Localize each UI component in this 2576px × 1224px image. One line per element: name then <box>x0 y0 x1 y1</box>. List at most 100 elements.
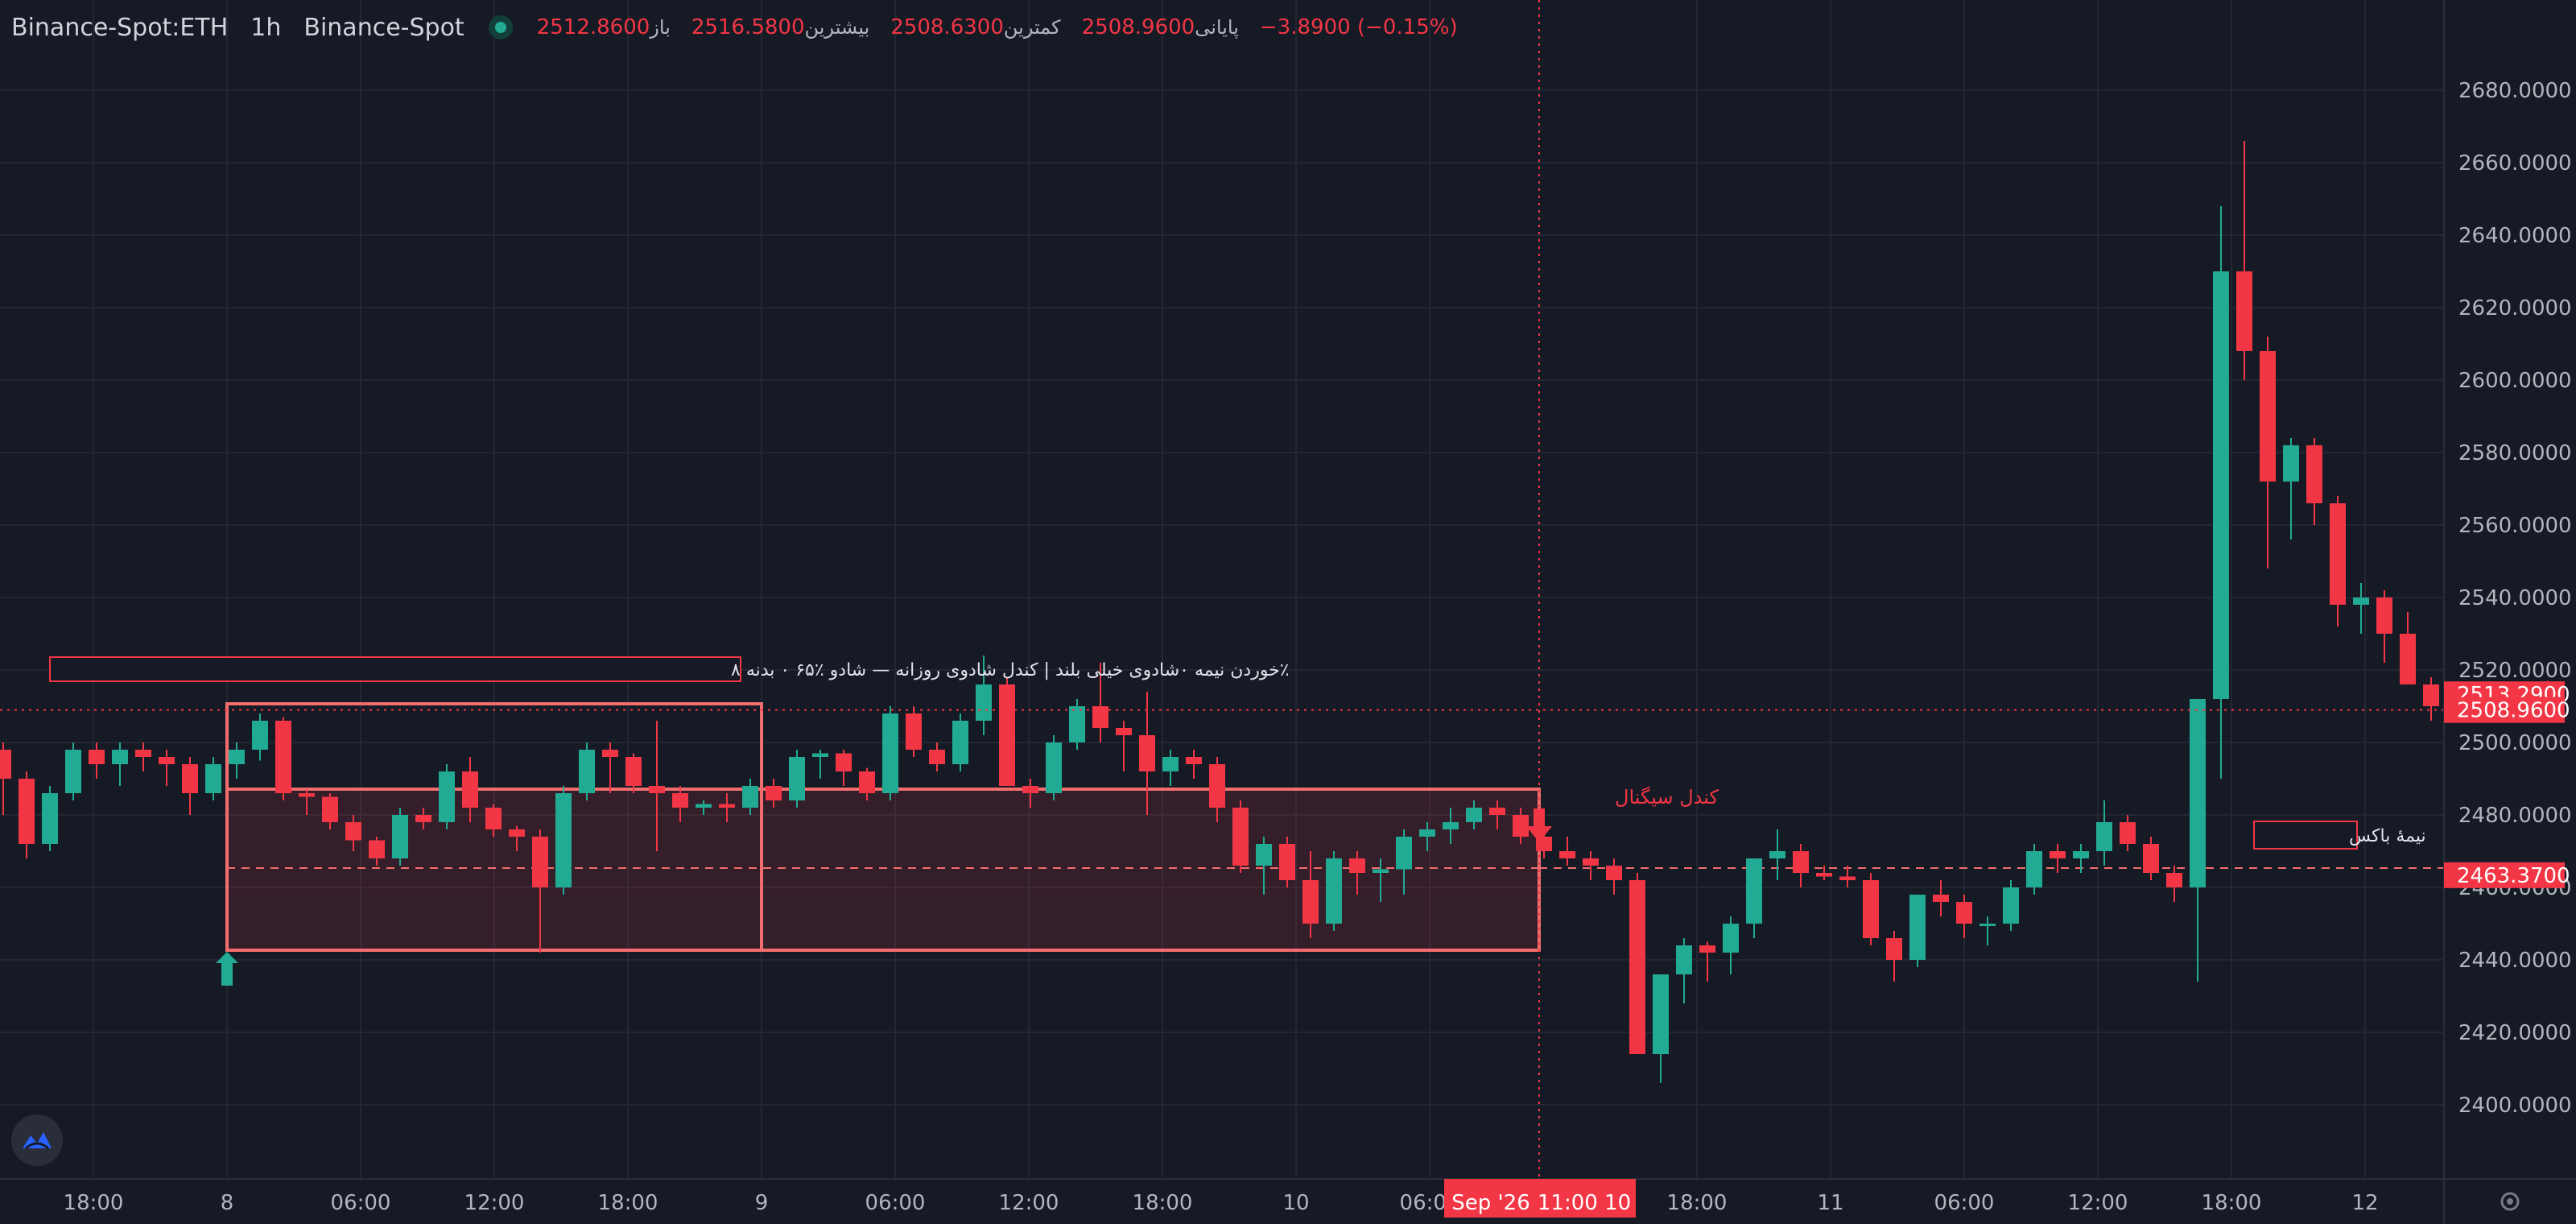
candle[interactable] <box>602 742 618 793</box>
candle[interactable] <box>1513 808 1529 844</box>
candle[interactable] <box>2423 677 2439 721</box>
candle[interactable] <box>1139 692 1155 815</box>
candle[interactable] <box>1022 779 1038 808</box>
candle[interactable] <box>1349 851 1365 895</box>
candle[interactable] <box>112 742 128 786</box>
symbol-label[interactable]: Binance-Spot:ETH <box>11 13 229 42</box>
candle[interactable] <box>205 757 221 800</box>
candle[interactable] <box>1559 837 1575 866</box>
candle[interactable] <box>1046 735 1062 800</box>
candle[interactable] <box>322 793 338 829</box>
brand-logo-icon[interactable] <box>11 1114 63 1166</box>
candle[interactable] <box>2260 337 2276 569</box>
candle[interactable] <box>1933 880 1949 916</box>
candle[interactable] <box>1279 837 1295 887</box>
candle[interactable] <box>1489 800 1505 829</box>
candle[interactable] <box>2120 815 2136 851</box>
candle[interactable] <box>1443 808 1459 844</box>
candle[interactable] <box>1956 895 1972 938</box>
candle[interactable] <box>1302 851 1319 938</box>
candle[interactable] <box>532 829 548 953</box>
candle[interactable] <box>509 825 525 852</box>
candle[interactable] <box>462 757 478 822</box>
candle[interactable] <box>1979 916 1996 945</box>
candle[interactable] <box>999 677 1015 786</box>
candle[interactable] <box>2330 496 2346 626</box>
candle[interactable] <box>2376 590 2392 663</box>
candle[interactable] <box>1699 941 1715 982</box>
candle[interactable] <box>812 750 828 779</box>
candle[interactable] <box>2143 837 2159 880</box>
candle[interactable] <box>42 786 58 851</box>
candle[interactable] <box>2306 438 2322 525</box>
candle[interactable] <box>1746 858 1762 938</box>
candle[interactable] <box>2400 612 2416 684</box>
candle[interactable] <box>65 742 81 800</box>
candle[interactable] <box>135 742 151 771</box>
candle[interactable] <box>1676 938 1692 1003</box>
candle[interactable] <box>1886 931 1902 982</box>
timeframe-label[interactable]: 1h <box>250 13 282 42</box>
candle[interactable] <box>1069 699 1085 750</box>
settings-gear-icon[interactable] <box>2500 1192 2520 1211</box>
candle[interactable] <box>836 750 852 786</box>
candle[interactable] <box>696 800 712 815</box>
candle[interactable] <box>1816 866 1832 880</box>
candle[interactable] <box>929 742 945 771</box>
candle[interactable] <box>1629 873 1645 1054</box>
candle[interactable] <box>625 753 642 794</box>
candle[interactable] <box>1326 851 1342 931</box>
candle[interactable] <box>2003 880 2019 931</box>
candle[interactable] <box>2236 141 2252 380</box>
candle[interactable] <box>555 786 572 895</box>
candle[interactable] <box>1466 800 1482 829</box>
candle[interactable] <box>1396 829 1412 895</box>
candle[interactable] <box>1162 750 1179 786</box>
candle[interactable] <box>882 706 898 800</box>
candle[interactable] <box>1419 822 1435 851</box>
candle[interactable] <box>906 706 922 757</box>
candle[interactable] <box>252 713 268 761</box>
candle[interactable] <box>89 742 105 779</box>
candle[interactable] <box>1909 895 1926 967</box>
candle[interactable] <box>2026 844 2042 895</box>
candle[interactable] <box>1723 916 1739 974</box>
candle[interactable] <box>345 815 361 851</box>
candle[interactable] <box>415 808 431 829</box>
candle[interactable] <box>766 779 782 808</box>
candle[interactable] <box>1209 757 1225 822</box>
candle[interactable] <box>275 717 291 801</box>
candle[interactable] <box>1793 844 1809 887</box>
candle[interactable] <box>859 767 875 801</box>
candle[interactable] <box>1116 721 1132 771</box>
candle[interactable] <box>952 713 968 771</box>
candle[interactable] <box>2190 699 2206 982</box>
candle[interactable] <box>229 742 245 779</box>
candle[interactable] <box>1583 851 1599 880</box>
candle[interactable] <box>1863 873 1879 945</box>
candle[interactable] <box>2213 206 2229 779</box>
candle[interactable] <box>182 757 198 815</box>
candle[interactable] <box>392 808 408 866</box>
candle[interactable] <box>439 764 455 829</box>
candle[interactable] <box>976 655 992 735</box>
candle[interactable] <box>2050 844 2066 873</box>
candle[interactable] <box>1186 750 1202 779</box>
candle[interactable] <box>1092 663 1108 742</box>
candle[interactable] <box>1839 866 1856 887</box>
candle[interactable] <box>2353 583 2369 634</box>
candle[interactable] <box>1232 800 1249 873</box>
candle[interactable] <box>2166 866 2182 902</box>
candle[interactable] <box>369 837 385 866</box>
candle[interactable] <box>649 721 665 851</box>
candle[interactable] <box>1769 829 1785 880</box>
candle[interactable] <box>789 750 805 808</box>
candle[interactable] <box>1606 858 1622 895</box>
candle[interactable] <box>1256 837 1272 895</box>
candle[interactable] <box>485 804 502 837</box>
candle[interactable] <box>0 742 11 815</box>
candle[interactable] <box>299 789 315 816</box>
candle[interactable] <box>579 742 595 800</box>
candle[interactable] <box>159 750 175 786</box>
